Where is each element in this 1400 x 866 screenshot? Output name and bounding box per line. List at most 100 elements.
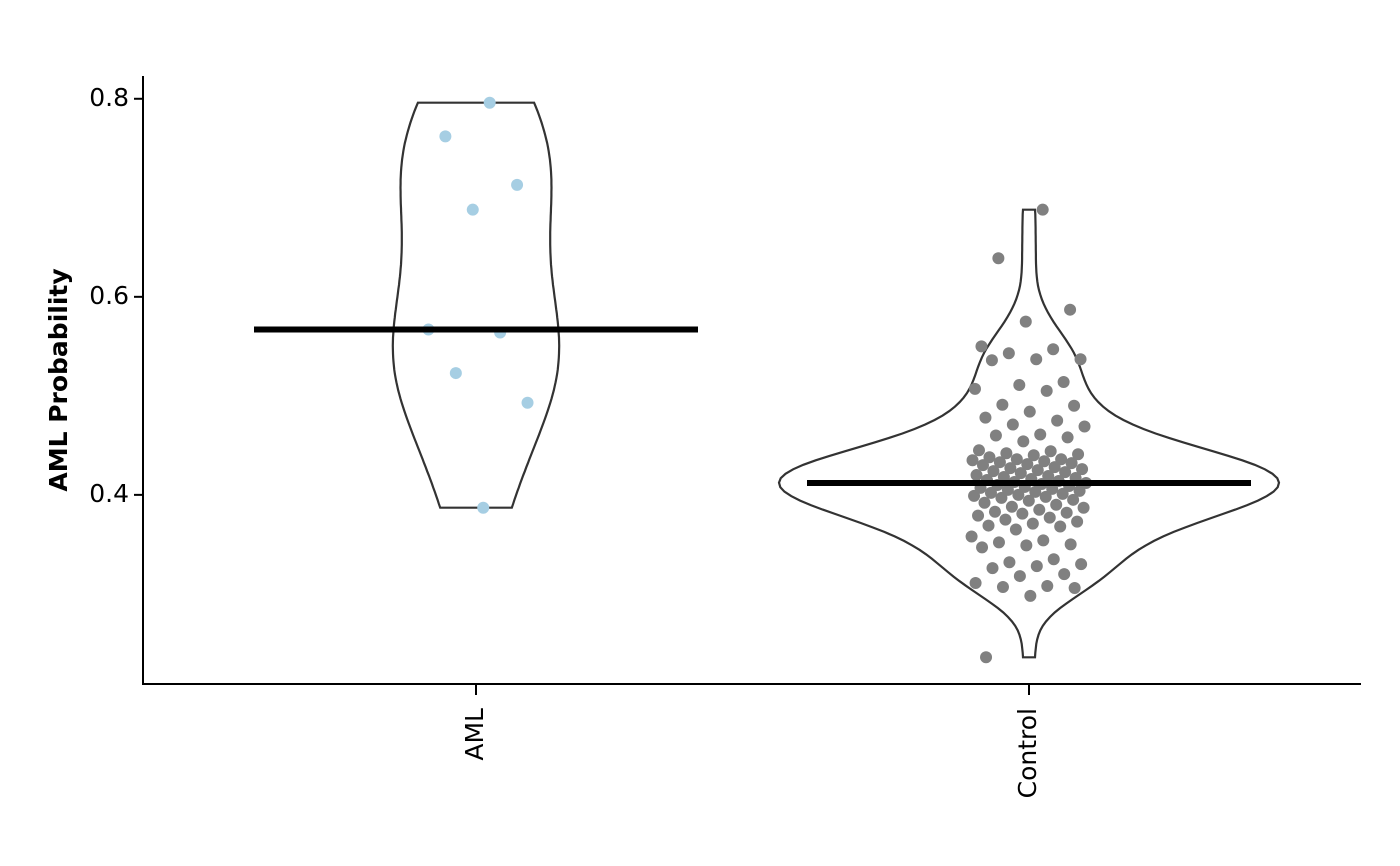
point [1064, 538, 1077, 551]
point [972, 509, 985, 522]
point [970, 469, 983, 482]
point [1023, 405, 1036, 418]
point [1030, 353, 1043, 366]
point [1043, 511, 1056, 524]
point [483, 96, 496, 109]
point [966, 454, 979, 467]
point [975, 340, 988, 353]
point [1047, 343, 1060, 356]
point [1050, 498, 1063, 511]
point [1041, 579, 1054, 592]
point [992, 536, 1005, 549]
point [1057, 375, 1070, 388]
point [1068, 399, 1081, 412]
point [1020, 539, 1033, 552]
point [1017, 435, 1030, 448]
point [1038, 455, 1051, 468]
point [1031, 464, 1044, 477]
point [979, 411, 992, 424]
point [1013, 570, 1026, 583]
point [449, 367, 462, 380]
point [1072, 448, 1085, 461]
point [972, 444, 985, 457]
point [1047, 553, 1060, 566]
point [1061, 431, 1074, 444]
point [968, 382, 981, 395]
point [969, 576, 982, 589]
point [968, 489, 981, 502]
point [1022, 494, 1035, 507]
point [1051, 414, 1064, 427]
point [1006, 418, 1019, 431]
point [1071, 515, 1084, 528]
point [983, 451, 996, 464]
point [988, 505, 1001, 518]
x-tick-label: Control [1013, 708, 1042, 798]
point [1044, 445, 1057, 458]
point [466, 203, 479, 216]
point [1039, 490, 1052, 503]
point [980, 651, 993, 664]
point [1068, 581, 1081, 594]
point [1077, 501, 1090, 514]
point [978, 496, 991, 509]
point [1042, 470, 1055, 483]
point [1030, 560, 1043, 573]
point [1021, 458, 1034, 471]
point [1034, 428, 1047, 441]
point [1003, 556, 1016, 569]
point [1014, 467, 1027, 480]
point [1060, 506, 1073, 519]
point [1000, 447, 1013, 460]
point [984, 486, 997, 499]
point [1075, 558, 1088, 571]
point [992, 252, 1005, 265]
x-tick-label: AML [460, 708, 489, 761]
point [511, 178, 524, 191]
point [1029, 485, 1042, 498]
point [1001, 483, 1014, 496]
point [1013, 378, 1026, 391]
point [989, 429, 1002, 442]
point [985, 354, 998, 367]
point [1058, 568, 1071, 581]
point [1002, 347, 1015, 360]
point [1065, 457, 1078, 470]
point [1073, 484, 1086, 497]
point [987, 465, 1000, 478]
point [976, 541, 989, 554]
point [1019, 315, 1032, 328]
point [995, 491, 1008, 504]
point [996, 580, 1009, 593]
y-tick-label: 0.4 [89, 479, 129, 508]
point [1033, 503, 1046, 516]
point [1078, 420, 1091, 433]
point [1059, 466, 1072, 479]
point [986, 562, 999, 575]
point [1048, 461, 1061, 474]
point [1055, 453, 1068, 466]
point [1009, 523, 1022, 536]
point [1064, 303, 1077, 316]
point [1026, 517, 1039, 530]
point [477, 501, 490, 514]
y-tick-label: 0.6 [89, 281, 129, 310]
point [1010, 453, 1023, 466]
point [1024, 589, 1037, 602]
point [1056, 487, 1069, 500]
point [982, 519, 995, 532]
point [1005, 500, 1018, 513]
point [1040, 384, 1053, 397]
y-axis-label: AML Probability [44, 268, 73, 491]
point [999, 513, 1012, 526]
point [1004, 462, 1017, 475]
violin [777, 208, 1281, 659]
violin [391, 101, 561, 509]
point [965, 530, 978, 543]
point [1067, 493, 1080, 506]
point [1027, 449, 1040, 462]
point [1074, 353, 1087, 366]
point [993, 456, 1006, 469]
point [1012, 488, 1025, 501]
